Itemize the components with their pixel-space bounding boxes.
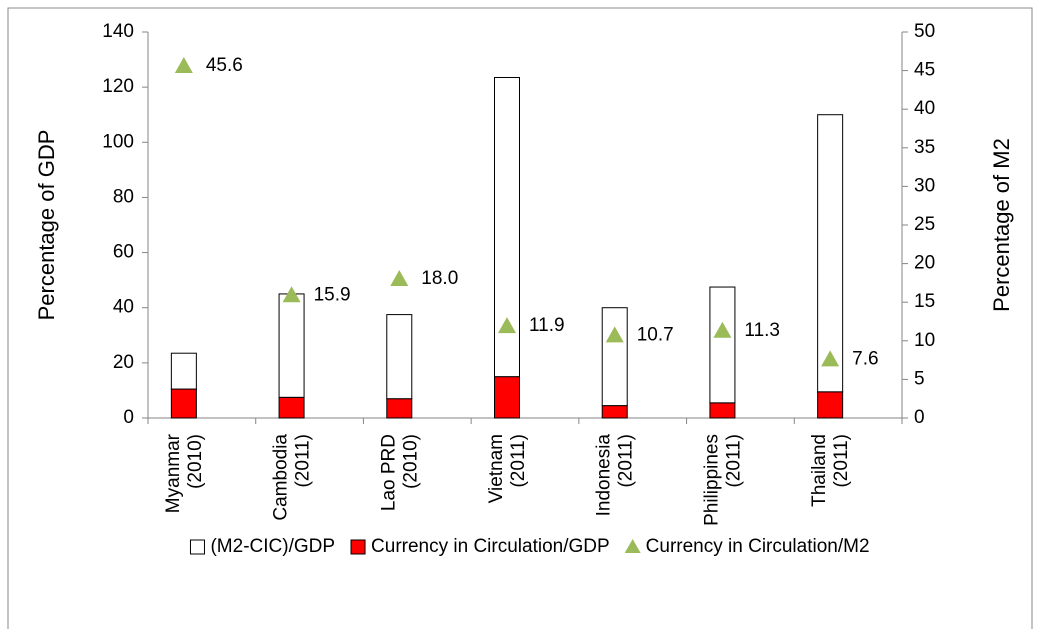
triangle-marker (282, 286, 301, 303)
y-tick-label: 100 (102, 131, 134, 152)
x-tick-label: Cambodia (271, 434, 292, 521)
bar-segment (601, 307, 628, 407)
x-tick-label: (2010) (185, 434, 206, 489)
y-tick-label: 140 (102, 21, 134, 42)
y-axis-label: Percentage of GDP (34, 130, 59, 321)
bar-segment (817, 114, 844, 393)
data-label: 11.9 (529, 315, 565, 336)
bar-segment (278, 396, 305, 419)
bar-segment (386, 314, 413, 400)
y2-axis-label: Percentage of M2 (989, 138, 1014, 312)
y2-tick-label: 35 (914, 137, 935, 158)
y-tick-label: 80 (113, 186, 134, 207)
data-label: 15.9 (314, 284, 351, 305)
x-tick-label: Indonesia (594, 434, 615, 517)
y2-tick-label: 10 (914, 330, 935, 351)
triangle-marker (713, 321, 732, 338)
y2-tick-label: 15 (914, 291, 935, 312)
x-tick-label: (2011) (508, 434, 529, 488)
data-label: 18.0 (421, 268, 458, 289)
x-tick-label: (2011) (723, 434, 744, 488)
triangle-marker (605, 326, 624, 343)
x-tick-label: Lao PRD (378, 434, 399, 511)
bar-segment (709, 286, 736, 404)
x-tick-label: (2010) (400, 434, 421, 489)
legend-marker (624, 539, 641, 553)
bar-segment (817, 391, 844, 419)
y2-tick-label: 30 (914, 175, 935, 196)
bar-segment (170, 352, 197, 390)
legend-label: Currency in Circulation/M2 (646, 536, 870, 557)
data-label: 11.3 (744, 320, 780, 341)
triangle-marker (821, 350, 840, 367)
triangle-marker (174, 56, 193, 73)
legend-marker (189, 539, 205, 555)
legend-marker (350, 539, 366, 555)
x-tick-label: (2011) (616, 434, 637, 488)
y-tick-label: 40 (113, 297, 134, 318)
y-tick-label: 0 (123, 407, 134, 428)
y2-tick-label: 45 (914, 60, 935, 81)
y2-tick-label: 25 (914, 214, 935, 235)
bar-segment (494, 376, 520, 419)
x-tick-label: Myanmar (163, 433, 184, 513)
legend-label: (M2-CIC)/GDP (210, 536, 335, 557)
bar-segment (709, 402, 736, 419)
bar-segment (278, 293, 305, 398)
x-tick-label: Philippines (701, 434, 722, 526)
y2-tick-label: 40 (914, 98, 935, 119)
y2-tick-label: 0 (914, 407, 925, 428)
y-tick-label: 120 (102, 76, 134, 97)
x-tick-label: Thailand (809, 434, 830, 507)
x-tick-label: Vietnam (486, 434, 507, 503)
data-label: 45.6 (206, 55, 243, 76)
y2-tick-label: 5 (914, 368, 925, 389)
bar-segment (170, 388, 197, 419)
data-label: 7.6 (852, 348, 878, 369)
y2-tick-label: 50 (914, 21, 935, 42)
y-tick-label: 60 (113, 242, 134, 263)
x-tick-label: (2011) (831, 434, 852, 488)
data-label: 10.7 (637, 324, 674, 345)
triangle-marker (390, 270, 409, 287)
y2-tick-label: 20 (914, 253, 935, 274)
legend-label: Currency in Circulation/GDP (371, 536, 610, 557)
bar-segment (386, 398, 413, 419)
bar-segment (601, 405, 628, 419)
triangle-marker (498, 317, 516, 334)
y-tick-label: 20 (113, 352, 134, 373)
frame (7, 7, 1033, 634)
x-tick-label: (2011) (293, 434, 314, 488)
